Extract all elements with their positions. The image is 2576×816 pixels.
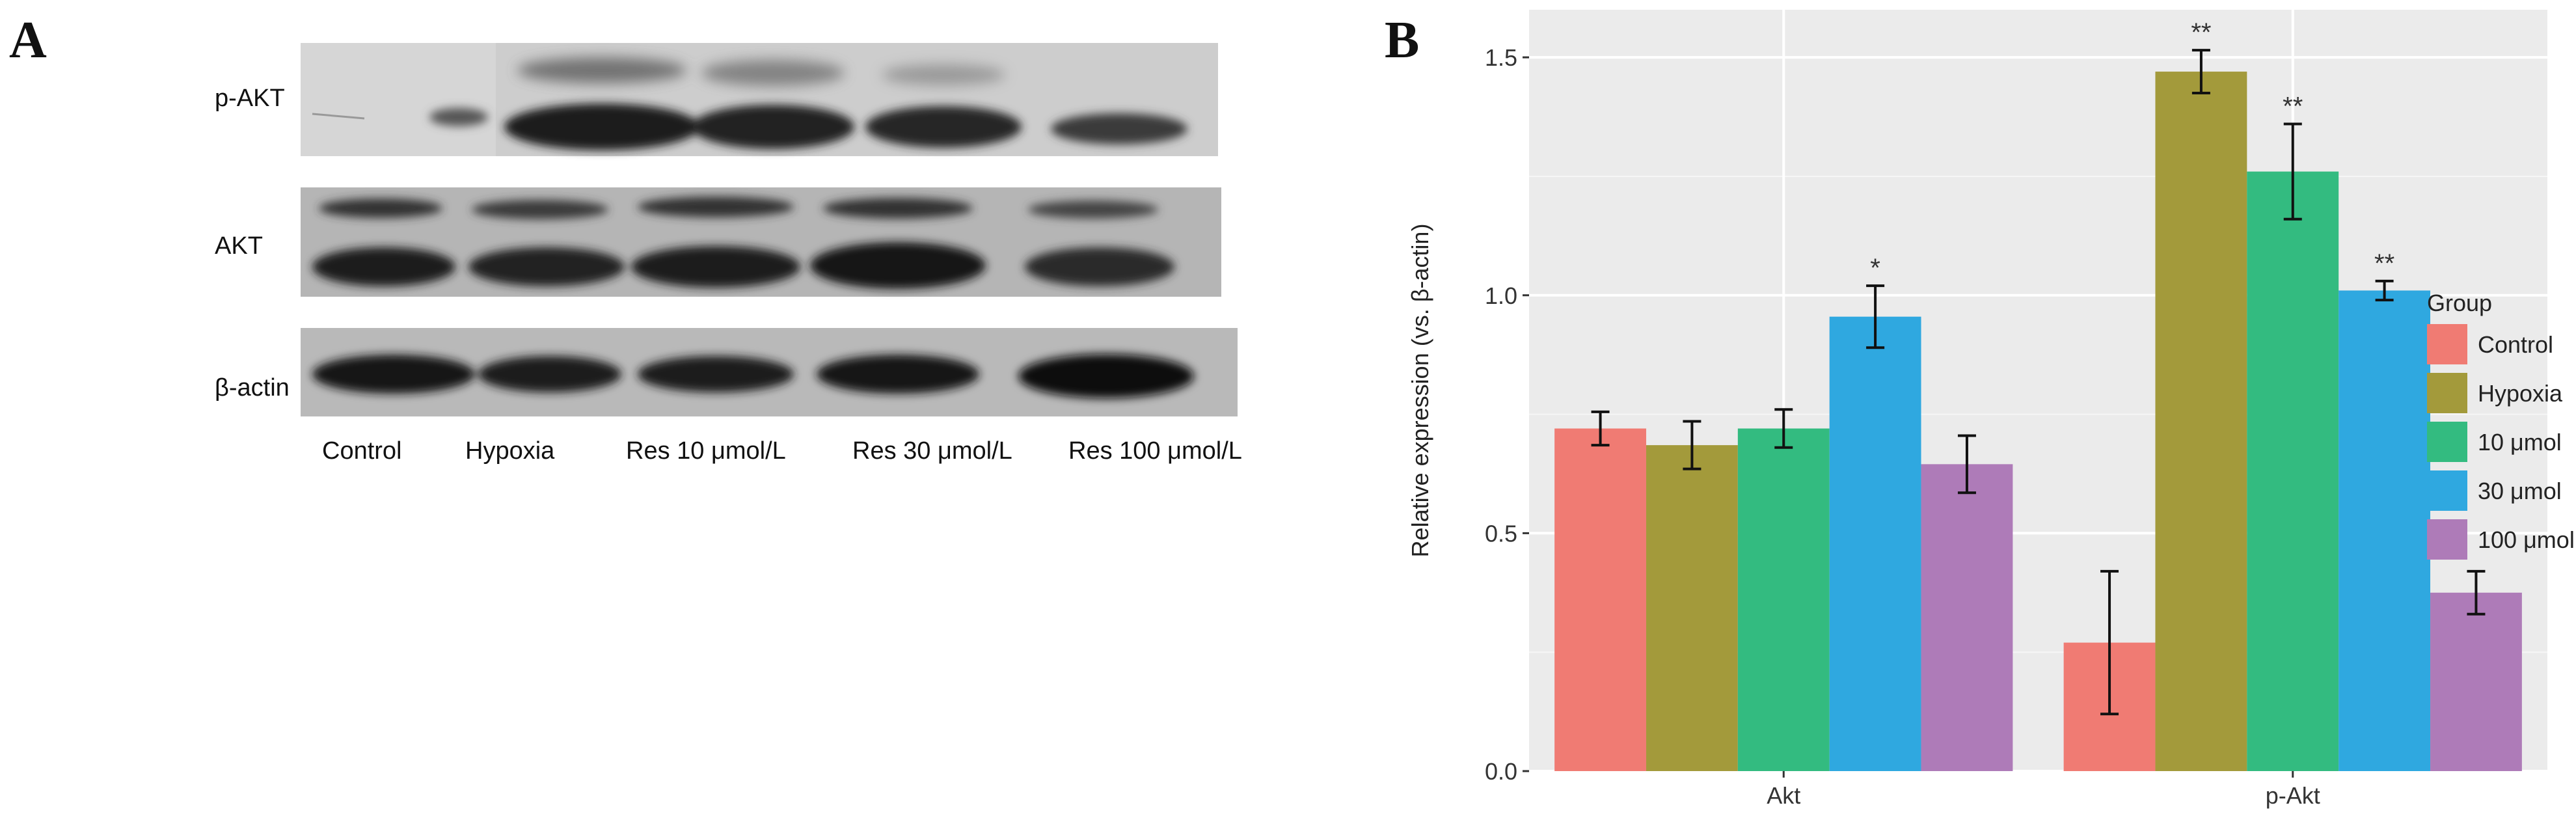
blot-lane-label-res-30: Res 30 μmol/L (852, 437, 1012, 465)
legend-label: 30 μmol (2478, 478, 2562, 504)
panel-label-a: A (9, 12, 47, 69)
y-tick-label: 1.5 (1485, 44, 1517, 71)
blot-lane-label-res-10: Res 10 μmol/L (626, 437, 786, 465)
x-tick-label: Akt (1767, 782, 1800, 809)
legend-item: Hypoxia (2427, 373, 2563, 413)
error-bar (1683, 420, 1702, 470)
error-bar (2100, 569, 2119, 716)
error-bar (1774, 408, 1793, 449)
legend-title: Group (2427, 290, 2492, 316)
legend-label: Control (2478, 331, 2553, 358)
legend-swatch (2427, 470, 2467, 511)
bar-chart: ***** ** 0.00.51.01.5 Akt p-Akt Relative e… (1407, 10, 2575, 809)
legend-item: 10 μmol (2427, 422, 2562, 462)
blot-lane-label-res-100: Res 100 μmol/L (1068, 437, 1242, 465)
legend-swatch (2427, 324, 2467, 364)
error-bars (1591, 49, 2486, 716)
blot-strip-beta-actin (301, 328, 1238, 416)
bar (2247, 171, 2339, 771)
bars (1554, 72, 2522, 771)
blot-strip-akt (301, 187, 1221, 297)
blot-strip-p-akt (301, 43, 1218, 156)
y-tick-label: 0.5 (1485, 520, 1517, 547)
legend-label: 100 μmol (2478, 526, 2575, 553)
legend-item: 100 μmol (2427, 519, 2575, 560)
legend-label: Hypoxia (2478, 380, 2563, 407)
blot-row-label-beta-actin: β-actin (215, 374, 290, 401)
error-bar (2191, 49, 2210, 94)
bar (1921, 464, 2013, 771)
y-axis-label: Relative expression (vs. β-actin) (1407, 224, 1433, 558)
significance-mark: ** (2283, 92, 2303, 121)
bar (1646, 445, 1738, 771)
error-bar (2467, 569, 2486, 616)
y-tick-label: 1.0 (1485, 282, 1517, 309)
significance-mark: ** (2374, 249, 2394, 278)
western-blot-panel: p-AKT AKT β-actin (215, 43, 1242, 465)
legend-label: 10 μmol (2478, 429, 2562, 456)
error-bar (1866, 284, 1885, 349)
legend-item: 30 μmol (2427, 470, 2562, 511)
y-tick-label: 0.0 (1485, 758, 1517, 785)
x-axis: Akt p-Akt (1767, 771, 2320, 809)
error-bar (1957, 434, 1976, 495)
bar (2430, 592, 2522, 771)
bar (1829, 316, 1921, 771)
significance-mark: * (1870, 254, 1880, 282)
y-axis: 0.0 0.5 1.0 1.5 (1485, 44, 1529, 785)
blot-lane-label-hypoxia: Hypoxia (465, 437, 555, 465)
legend-swatch (2427, 519, 2467, 560)
significance-mark: ** (2191, 18, 2211, 47)
bar (2339, 290, 2431, 771)
panel-label-b: B (1385, 12, 1420, 69)
bar (1737, 428, 1830, 771)
x-tick-label: p-Akt (2266, 782, 2320, 809)
bar (2155, 72, 2247, 771)
error-bar (1591, 410, 1610, 447)
legend-item: Control (2427, 324, 2553, 364)
legend-swatch (2427, 373, 2467, 413)
significance-marks: ***** ** (1870, 18, 2394, 282)
legend: Group Control Hypoxia 10 μmol 30 μmol 100 μm… (2427, 290, 2575, 560)
blot-lane-label-control: Control (322, 437, 402, 465)
error-bar (2375, 279, 2394, 302)
legend-swatch (2427, 422, 2467, 462)
blot-row-label-akt: AKT (215, 232, 263, 260)
bar (1554, 428, 1646, 771)
blot-row-label-p-akt: p-AKT (215, 85, 285, 112)
error-bar (2283, 122, 2302, 221)
